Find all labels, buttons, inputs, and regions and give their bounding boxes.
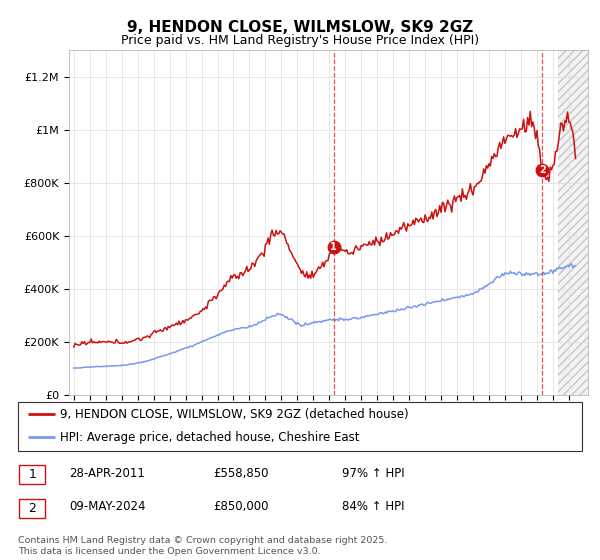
Text: 2: 2: [539, 165, 546, 175]
Text: Contains HM Land Registry data © Crown copyright and database right 2025.
This d: Contains HM Land Registry data © Crown c…: [18, 536, 388, 556]
FancyBboxPatch shape: [18, 402, 582, 451]
FancyBboxPatch shape: [19, 499, 46, 518]
Text: 97% ↑ HPI: 97% ↑ HPI: [342, 466, 404, 480]
Text: £558,850: £558,850: [213, 466, 269, 480]
Text: 1: 1: [331, 242, 337, 252]
Text: 84% ↑ HPI: 84% ↑ HPI: [342, 500, 404, 514]
Text: 09-MAY-2024: 09-MAY-2024: [69, 500, 146, 514]
Text: 28-APR-2011: 28-APR-2011: [69, 466, 145, 480]
Text: 9, HENDON CLOSE, WILMSLOW, SK9 2GZ: 9, HENDON CLOSE, WILMSLOW, SK9 2GZ: [127, 20, 473, 35]
Text: £850,000: £850,000: [213, 500, 269, 514]
Text: HPI: Average price, detached house, Cheshire East: HPI: Average price, detached house, Ches…: [60, 431, 360, 444]
FancyBboxPatch shape: [19, 465, 46, 484]
Text: 1: 1: [28, 468, 37, 482]
Text: 2: 2: [28, 502, 37, 515]
Text: Price paid vs. HM Land Registry's House Price Index (HPI): Price paid vs. HM Land Registry's House …: [121, 34, 479, 46]
Text: 9, HENDON CLOSE, WILMSLOW, SK9 2GZ (detached house): 9, HENDON CLOSE, WILMSLOW, SK9 2GZ (deta…: [60, 408, 409, 421]
